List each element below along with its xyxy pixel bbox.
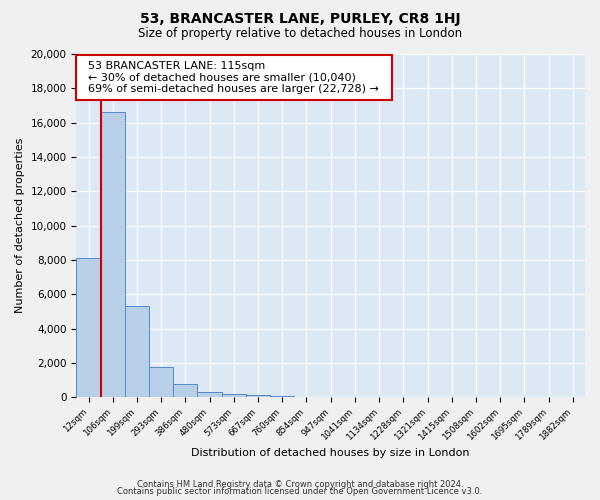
Text: 53, BRANCASTER LANE, PURLEY, CR8 1HJ: 53, BRANCASTER LANE, PURLEY, CR8 1HJ — [140, 12, 460, 26]
Bar — [149, 368, 173, 398]
Y-axis label: Number of detached properties: Number of detached properties — [15, 138, 25, 314]
Bar — [125, 306, 149, 398]
Bar — [197, 392, 222, 398]
X-axis label: Distribution of detached houses by size in London: Distribution of detached houses by size … — [191, 448, 470, 458]
Bar — [270, 396, 295, 398]
Bar — [222, 394, 246, 398]
Bar — [246, 395, 270, 398]
Text: Contains public sector information licensed under the Open Government Licence v3: Contains public sector information licen… — [118, 487, 482, 496]
Text: Contains HM Land Registry data © Crown copyright and database right 2024.: Contains HM Land Registry data © Crown c… — [137, 480, 463, 489]
Bar — [76, 258, 101, 398]
Bar — [173, 384, 197, 398]
Text: Size of property relative to detached houses in London: Size of property relative to detached ho… — [138, 28, 462, 40]
Text: 53 BRANCASTER LANE: 115sqm  
  ← 30% of detached houses are smaller (10,040)  
 : 53 BRANCASTER LANE: 115sqm ← 30% of deta… — [82, 61, 386, 94]
Bar — [101, 112, 125, 398]
